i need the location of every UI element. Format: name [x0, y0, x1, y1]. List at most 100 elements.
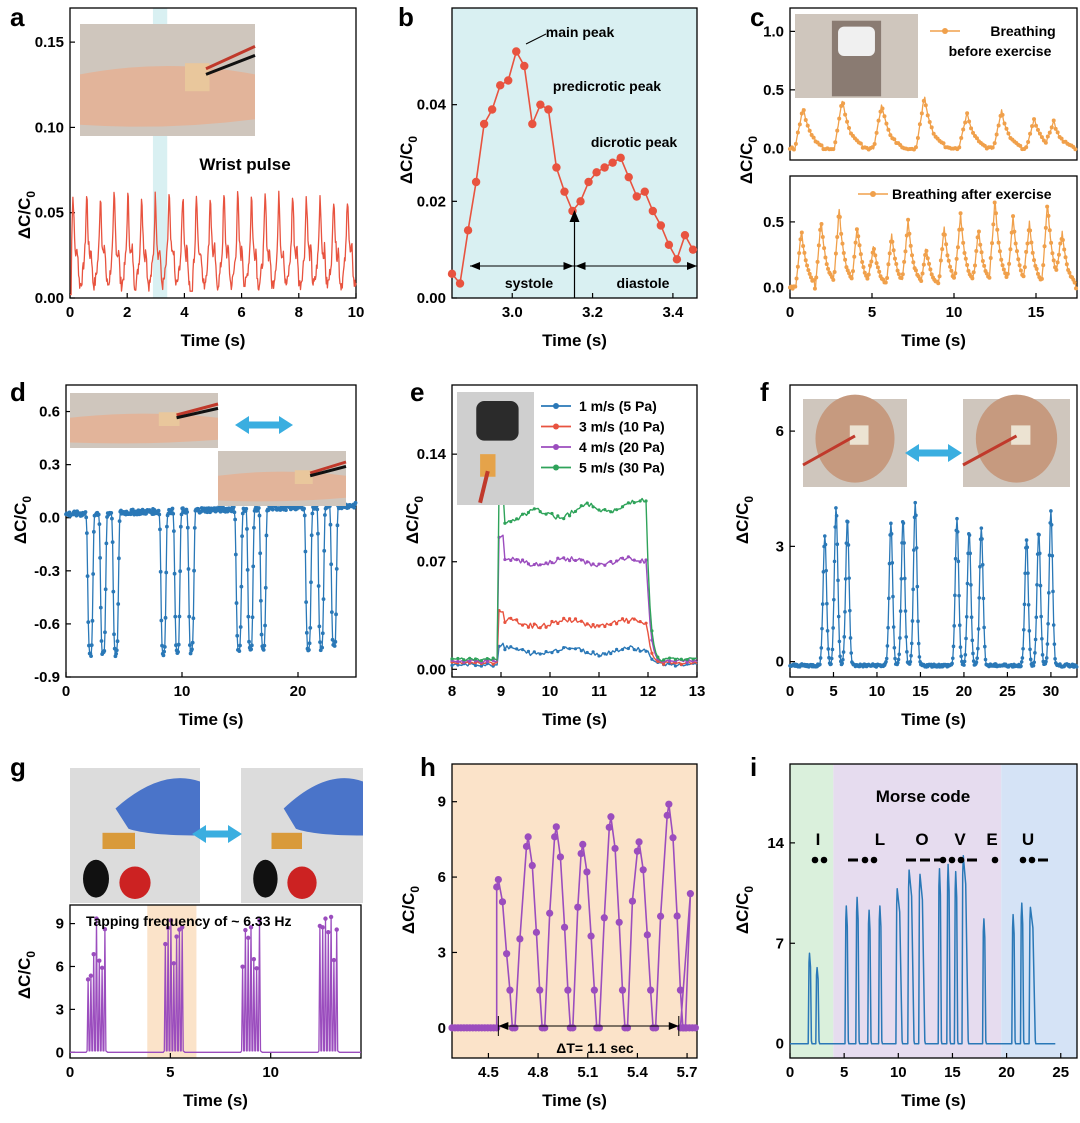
annotation-predicrotic-peak: predicrotic peak	[553, 78, 661, 94]
data-point	[899, 275, 904, 280]
data-point	[1021, 274, 1026, 279]
data-point	[251, 956, 257, 962]
data-point	[579, 558, 583, 562]
data-point	[509, 645, 513, 649]
data-point	[894, 261, 899, 266]
data-point	[616, 153, 625, 163]
morse-dot	[811, 856, 819, 864]
data-point	[450, 663, 454, 667]
data-point	[556, 650, 560, 654]
data-point	[912, 548, 916, 552]
x-tick-label: 30	[1043, 683, 1060, 700]
data-point	[823, 255, 828, 260]
data-point	[1026, 602, 1031, 607]
data-point	[307, 641, 312, 646]
data-point	[323, 513, 327, 517]
data-point	[818, 656, 823, 660]
data-point	[258, 551, 263, 556]
data-point	[656, 221, 666, 230]
data-point	[1074, 665, 1079, 669]
data-point	[834, 506, 838, 510]
data-point	[172, 571, 177, 576]
black-wire	[176, 406, 219, 420]
data-point	[957, 593, 961, 598]
data-point	[536, 100, 545, 109]
legend-marker	[870, 191, 876, 197]
data-point	[600, 163, 609, 172]
y-tick-label: 0	[438, 1020, 446, 1037]
data-point	[626, 646, 631, 651]
data-point	[181, 506, 185, 511]
data-point	[232, 510, 237, 515]
data-point	[110, 516, 114, 521]
data-point	[903, 249, 908, 254]
data-point	[568, 647, 572, 651]
data-point	[237, 649, 242, 654]
data-point	[591, 650, 595, 654]
data-point	[842, 635, 847, 639]
data-point	[647, 986, 655, 994]
data-point	[550, 651, 554, 655]
panel-a: a 0 2 4 6 8 10 0.00 0.05 0.10 0.15 Time (s) ΔC/C0 Wri…	[10, 2, 364, 350]
x-tick-label: 10	[869, 683, 886, 700]
x-tick-label: 6	[237, 304, 245, 321]
x-tick-label: 11	[591, 683, 607, 700]
data-point	[246, 935, 251, 941]
y-tick-label: 0.14	[417, 446, 447, 463]
data-point	[841, 251, 846, 256]
data-point	[997, 249, 1002, 254]
data-point	[974, 136, 979, 141]
data-point	[512, 47, 521, 56]
data-point	[318, 640, 322, 645]
data-point	[984, 271, 989, 276]
plot-frame	[69, 7, 357, 299]
data-point	[515, 558, 519, 562]
data-point	[1006, 131, 1011, 136]
data-point	[1049, 125, 1054, 130]
x-tick-label: 3.2	[582, 304, 603, 321]
data-point	[896, 272, 901, 277]
data-point	[652, 1024, 660, 1032]
data-point	[1060, 237, 1065, 242]
data-point	[967, 119, 972, 124]
y-tick-label: 7	[776, 935, 784, 952]
data-point	[795, 130, 800, 135]
data-point	[1022, 265, 1027, 270]
data-point	[900, 272, 905, 277]
data-point	[890, 239, 895, 244]
data-point	[983, 644, 987, 649]
morse-dash	[967, 858, 977, 862]
data-point	[843, 577, 848, 581]
data-point	[163, 941, 168, 947]
data-point	[257, 513, 262, 518]
data-point	[806, 268, 811, 273]
data-point	[1024, 538, 1029, 542]
data-point	[479, 658, 483, 663]
data-point	[632, 617, 636, 621]
y-tick-label: 0.10	[35, 119, 64, 136]
data-point	[185, 510, 190, 514]
data-point	[866, 272, 871, 277]
data-point	[165, 524, 169, 529]
data-point	[925, 113, 930, 118]
data-point	[90, 618, 95, 623]
data-point	[1051, 623, 1056, 627]
data-point	[650, 629, 654, 633]
data-point	[964, 636, 968, 641]
data-point	[550, 511, 554, 516]
data-point	[1028, 647, 1032, 652]
data-point	[609, 510, 613, 514]
data-point	[976, 646, 980, 651]
data-point	[1027, 629, 1032, 633]
morse-letter-I: I	[816, 830, 821, 849]
data-point	[264, 533, 269, 538]
data-point	[503, 950, 511, 958]
data-point	[914, 513, 918, 518]
y-axis-label: ΔC/C0	[399, 886, 422, 935]
data-point	[838, 654, 842, 659]
data-point	[1043, 140, 1048, 145]
panel-label: e	[410, 377, 424, 407]
data-point	[841, 101, 846, 106]
data-point	[562, 616, 566, 620]
data-point	[685, 660, 689, 664]
